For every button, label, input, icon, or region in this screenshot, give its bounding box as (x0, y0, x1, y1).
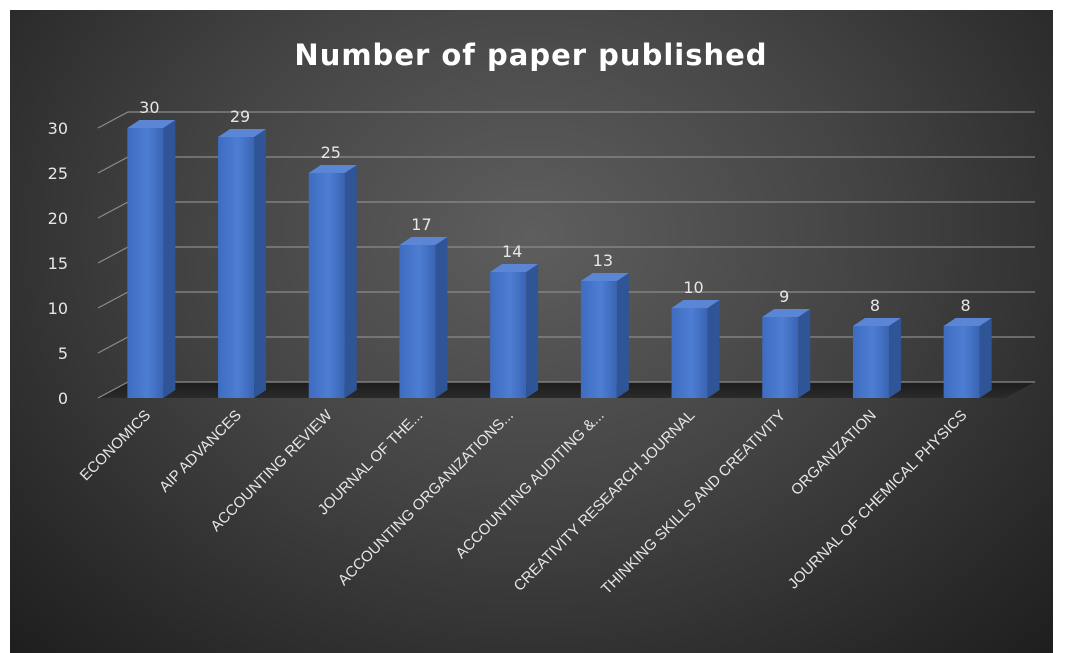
bar-side (526, 264, 539, 398)
bar-top (399, 237, 448, 245)
chart-panel: Number of paper published 0 5 10 15 20 25 30 3… (10, 10, 1053, 653)
y-tick-label: 20 (48, 209, 68, 228)
data-label: 8 (870, 296, 880, 315)
category-label: JOURNAL OF CHEMICAL PHYSICS (785, 407, 971, 593)
bar-top (127, 120, 176, 128)
y-tick-label: 0 (58, 389, 68, 408)
bar-side (707, 300, 720, 398)
data-label: 25 (321, 143, 341, 162)
bar (490, 264, 539, 398)
data-label: 30 (139, 98, 159, 117)
bar-top (762, 309, 811, 317)
bar-front (399, 245, 436, 398)
bar (943, 318, 992, 398)
bar-side (254, 129, 267, 398)
y-tick-label: 10 (48, 299, 68, 318)
category-label: THINKING SKILLS AND CREATIVITY (598, 407, 789, 598)
bar-front (943, 326, 980, 398)
bar-top (943, 318, 992, 326)
bar (852, 318, 901, 398)
bar-side (979, 318, 992, 398)
category-label: ORGANIZATION (788, 407, 880, 499)
bar (308, 165, 357, 398)
data-labels: 30 29 25 17 14 13 10 9 8 8 (139, 98, 971, 315)
data-label: 9 (779, 287, 789, 306)
category-label: CREATIVITY RESEARCH JOURNAL (511, 407, 699, 595)
gridline (97, 111, 1035, 129)
bar-front (671, 308, 708, 398)
category-label: ACCOUNTING AUDITING &... (452, 407, 607, 562)
data-label: 29 (230, 107, 250, 126)
bar-top (671, 300, 720, 308)
bar (127, 120, 176, 398)
bar-side (163, 120, 176, 398)
y-tick-label: 30 (48, 119, 68, 138)
category-label: ACCOUNTING ORGANIZATIONS... (335, 407, 517, 589)
bar-top (308, 165, 357, 173)
bar (762, 309, 811, 398)
bar-side (888, 318, 901, 398)
data-label: 14 (502, 242, 522, 261)
data-label: 17 (411, 215, 431, 234)
y-tick-label: 15 (48, 254, 68, 273)
bar-side (798, 309, 811, 398)
bar-front (308, 173, 345, 398)
bar-front (852, 326, 889, 398)
data-label: 8 (961, 296, 971, 315)
bar-side (616, 273, 629, 398)
bar-side (344, 165, 357, 398)
bar-front (127, 128, 164, 398)
bar (671, 300, 720, 398)
bar-front (490, 272, 527, 398)
bar-top (580, 273, 629, 281)
bar-top (490, 264, 539, 272)
data-label: 13 (593, 251, 613, 270)
bars (127, 120, 992, 398)
bar-front (580, 281, 617, 398)
bar (399, 237, 448, 398)
bar-chart: Number of paper published 0 5 10 15 20 25 30 3… (48, 38, 1035, 598)
bar-top (852, 318, 901, 326)
category-label: AIP ADVANCES (156, 407, 245, 496)
bar-front (762, 317, 799, 398)
bar-top (218, 129, 267, 137)
y-tick-label: 25 (48, 164, 68, 183)
bar-side (435, 237, 448, 398)
y-tick-label: 5 (58, 344, 68, 363)
bar (580, 273, 629, 398)
bar-front (218, 137, 255, 398)
bar (218, 129, 267, 398)
category-label: ECONOMICS (77, 407, 154, 484)
chart-title: Number of paper published (294, 38, 767, 72)
y-axis-ticks: 0 5 10 15 20 25 30 (48, 119, 68, 408)
data-label: 10 (683, 278, 703, 297)
